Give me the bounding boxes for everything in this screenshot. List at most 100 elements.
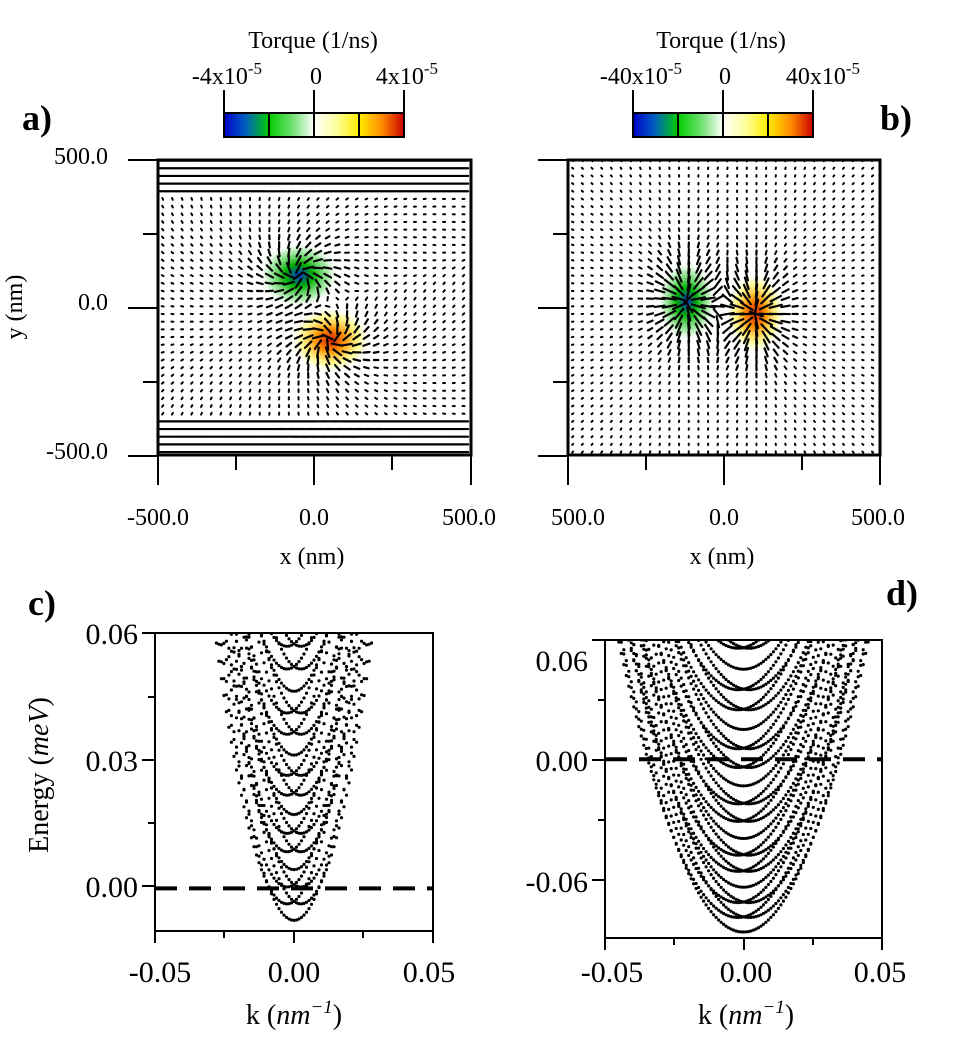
band-point bbox=[764, 900, 768, 904]
vector-arrow bbox=[295, 247, 302, 258]
vector-arrow bbox=[773, 264, 779, 272]
band-point bbox=[779, 865, 783, 869]
band-point bbox=[327, 793, 331, 797]
vector-arrow bbox=[733, 277, 741, 290]
vector-arrow bbox=[571, 212, 575, 216]
vector-arrow bbox=[180, 266, 184, 270]
band-point bbox=[327, 803, 331, 808]
vector-arrow bbox=[761, 284, 771, 298]
vector-arrow bbox=[638, 258, 643, 262]
vector-arrow bbox=[861, 366, 865, 369]
band-point bbox=[801, 832, 805, 837]
band-point bbox=[731, 928, 736, 932]
vector-arrow bbox=[218, 289, 224, 293]
vector-arrow bbox=[803, 427, 807, 431]
band-point bbox=[277, 907, 281, 911]
band-point bbox=[294, 666, 299, 670]
band-point bbox=[789, 747, 793, 752]
vector-arrow bbox=[851, 220, 855, 224]
band-point bbox=[282, 711, 286, 715]
band-point bbox=[659, 799, 663, 803]
vector-arrow bbox=[694, 322, 703, 336]
vector-arrow bbox=[861, 243, 865, 247]
band-point bbox=[722, 903, 726, 907]
vector-arrow bbox=[374, 296, 378, 301]
vector-arrow bbox=[590, 189, 594, 193]
vector-arrow bbox=[639, 427, 642, 431]
band-point bbox=[784, 889, 788, 893]
band-point bbox=[831, 693, 835, 697]
band-point bbox=[834, 769, 838, 774]
vector-arrow bbox=[180, 388, 184, 393]
band-point bbox=[624, 673, 628, 678]
band-point bbox=[229, 714, 233, 718]
band-point bbox=[329, 670, 334, 674]
vector-arrow bbox=[793, 381, 797, 385]
band-point bbox=[368, 624, 371, 627]
band-point bbox=[247, 774, 251, 778]
band-point bbox=[294, 792, 299, 796]
band-point bbox=[664, 769, 668, 774]
vector-arrow bbox=[639, 450, 642, 454]
band-point bbox=[657, 779, 661, 783]
band-point bbox=[344, 741, 349, 745]
band-point bbox=[264, 809, 269, 813]
vector-arrow bbox=[774, 220, 778, 224]
vector-arrow bbox=[841, 396, 846, 400]
band-point bbox=[839, 706, 843, 710]
vector-arrow bbox=[629, 205, 633, 209]
band-point bbox=[307, 860, 311, 864]
band-point bbox=[719, 864, 723, 868]
band-point bbox=[629, 641, 633, 645]
colorbar-a-tick-zero: 0 bbox=[310, 64, 322, 90]
band-point bbox=[637, 710, 641, 714]
vector-arrow bbox=[403, 296, 407, 301]
band-point bbox=[679, 761, 683, 765]
vector-arrow bbox=[452, 304, 456, 309]
vector-arrow bbox=[832, 404, 836, 408]
band-point bbox=[297, 786, 301, 790]
band-point bbox=[314, 761, 319, 765]
band-point bbox=[274, 762, 279, 766]
band-point bbox=[789, 815, 793, 819]
band-point bbox=[324, 797, 329, 801]
vector-arrow bbox=[325, 371, 330, 379]
vector-arrow bbox=[609, 235, 614, 239]
band-point bbox=[694, 886, 698, 891]
band-point bbox=[654, 786, 658, 790]
band-point bbox=[312, 668, 316, 672]
vector-arrow bbox=[373, 326, 380, 333]
vector-arrow bbox=[258, 365, 262, 370]
band-point bbox=[289, 812, 294, 816]
band-point bbox=[232, 624, 235, 627]
band-point bbox=[814, 715, 818, 719]
vector-arrow bbox=[813, 166, 816, 170]
band-point bbox=[322, 702, 326, 706]
band-point bbox=[786, 745, 791, 749]
vector-arrow bbox=[580, 182, 584, 186]
vector-arrow bbox=[730, 293, 744, 304]
band-point bbox=[731, 801, 736, 806]
band-point bbox=[677, 832, 681, 836]
band-point bbox=[759, 817, 763, 821]
band-point bbox=[225, 629, 228, 632]
vector-arrow bbox=[638, 366, 642, 370]
band-point bbox=[719, 804, 723, 808]
vector-arrow bbox=[648, 388, 652, 393]
vector-arrow bbox=[658, 235, 662, 240]
band-point bbox=[242, 737, 246, 741]
band-point bbox=[766, 893, 771, 897]
band-point bbox=[234, 694, 239, 698]
vector-arrow bbox=[690, 296, 707, 302]
vector-arrow bbox=[638, 235, 643, 239]
vector-arrow bbox=[199, 366, 204, 370]
vector-arrow bbox=[851, 243, 855, 247]
band-point bbox=[824, 720, 828, 724]
band-point bbox=[647, 674, 651, 678]
band-point bbox=[774, 805, 778, 810]
band-point bbox=[739, 899, 743, 903]
vector-arrow bbox=[870, 397, 875, 400]
band-point bbox=[677, 847, 681, 851]
band-point bbox=[729, 801, 733, 805]
band-point bbox=[707, 788, 711, 792]
